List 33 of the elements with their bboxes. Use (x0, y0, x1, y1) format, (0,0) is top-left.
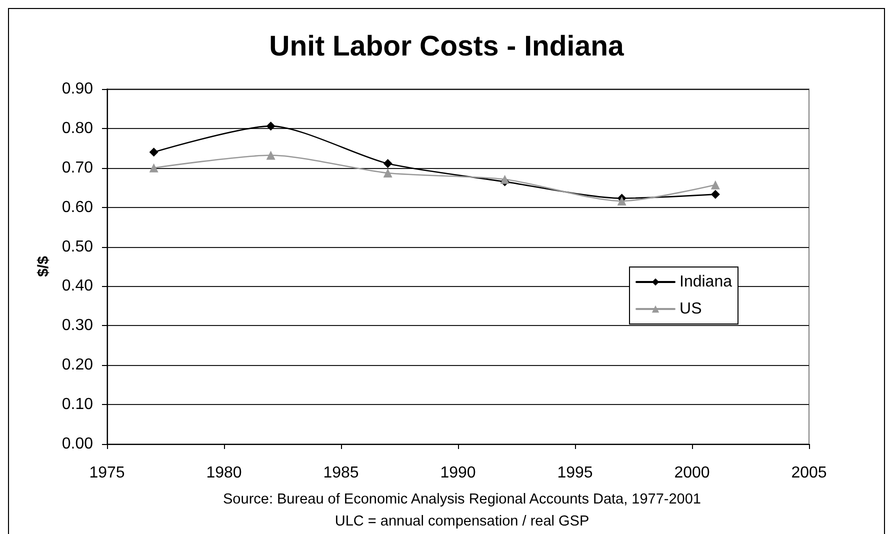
y-tick-label: 0.40 (62, 278, 94, 295)
y-tick-label: 0.90 (62, 80, 94, 98)
y-tick-label: 0.60 (62, 198, 94, 216)
x-tick-label: 1995 (557, 464, 593, 482)
x-tick-label: 2000 (674, 464, 710, 482)
point (149, 163, 158, 172)
point (710, 180, 720, 190)
point (500, 174, 510, 184)
source-note: Source: Bureau of Economic Analysis Regional Accounts Data, 1977-2001 (223, 492, 701, 508)
point (383, 168, 392, 178)
point (383, 159, 392, 168)
x-tick-label: 1980 (206, 464, 242, 482)
x-tick-label: 1985 (323, 464, 359, 482)
y-tick-label: 0.20 (62, 356, 94, 374)
legend-label: Indiana (680, 274, 732, 290)
point (149, 148, 158, 157)
y-tick-label: 0.10 (62, 396, 94, 414)
point (266, 122, 276, 131)
x-tick-label: 1990 (440, 464, 476, 482)
point (617, 196, 626, 206)
y-axis-title: $/$ (34, 255, 52, 277)
text: ULC = annual compensation / real GSP (334, 514, 590, 530)
y-tick-label: 0.70 (62, 159, 94, 176)
point (266, 150, 276, 160)
x-tick-label: 1975 (89, 464, 125, 482)
chart-title: Unit Labor Costs - Indiana (269, 30, 625, 62)
y-tick-label: 0.80 (62, 120, 94, 137)
x-tick-label: 2005 (791, 464, 827, 482)
y-tick-label: 0.00 (62, 436, 94, 452)
y-tick-label: 0.50 (62, 238, 94, 256)
y-tick-label: 0.30 (62, 317, 94, 334)
point (710, 190, 720, 199)
legend-label: US (680, 300, 702, 318)
